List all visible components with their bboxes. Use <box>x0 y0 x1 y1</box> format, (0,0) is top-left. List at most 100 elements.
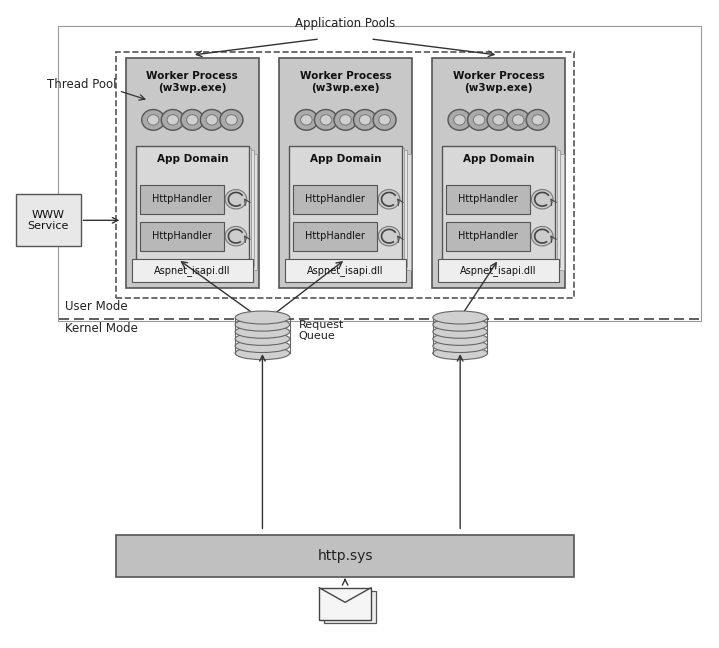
Ellipse shape <box>433 347 487 360</box>
Circle shape <box>167 115 178 125</box>
Text: HttpHandler: HttpHandler <box>305 231 365 241</box>
Circle shape <box>526 110 549 130</box>
Circle shape <box>354 110 377 130</box>
Circle shape <box>473 115 485 125</box>
Circle shape <box>225 227 247 246</box>
Bar <box>279 58 412 288</box>
Circle shape <box>532 115 544 125</box>
Text: Worker Process
(w3wp.exe): Worker Process (w3wp.exe) <box>300 71 391 93</box>
Circle shape <box>360 115 371 125</box>
Text: Aspnet_isapi.dll: Aspnet_isapi.dll <box>460 265 537 276</box>
Text: App Domain: App Domain <box>157 154 228 163</box>
Circle shape <box>225 189 247 209</box>
Text: HttpHandler: HttpHandler <box>458 231 518 241</box>
Ellipse shape <box>235 318 290 331</box>
Text: Kernel Mode: Kernel Mode <box>65 322 137 335</box>
Bar <box>116 52 574 298</box>
Ellipse shape <box>433 311 487 324</box>
Bar <box>451 154 564 270</box>
Text: http.sys: http.sys <box>317 549 373 562</box>
Bar <box>298 154 411 270</box>
Circle shape <box>147 115 159 125</box>
Text: HttpHandler: HttpHandler <box>458 194 518 204</box>
Circle shape <box>295 110 318 130</box>
Text: WWW
Service: WWW Service <box>27 209 69 231</box>
Bar <box>285 259 406 282</box>
Bar <box>446 222 530 251</box>
Circle shape <box>378 189 400 209</box>
Bar <box>293 222 377 251</box>
Bar <box>126 58 259 288</box>
Bar <box>140 222 224 251</box>
Bar <box>324 591 376 623</box>
Bar <box>289 146 402 262</box>
Text: Aspnet_isapi.dll: Aspnet_isapi.dll <box>307 265 384 276</box>
Text: Application Pools: Application Pools <box>295 17 395 30</box>
Circle shape <box>448 110 471 130</box>
Circle shape <box>379 115 390 125</box>
Text: Worker Process
(w3wp.exe): Worker Process (w3wp.exe) <box>453 71 544 93</box>
Text: User Mode: User Mode <box>65 300 127 313</box>
Circle shape <box>378 227 400 246</box>
Ellipse shape <box>235 311 290 324</box>
Circle shape <box>314 110 337 130</box>
Bar <box>442 146 555 262</box>
Bar <box>140 185 224 214</box>
Text: HttpHandler: HttpHandler <box>305 194 365 204</box>
Ellipse shape <box>433 332 487 345</box>
Bar <box>444 148 557 264</box>
Bar <box>293 185 377 214</box>
Bar <box>447 150 560 267</box>
Bar <box>136 146 249 262</box>
Circle shape <box>301 115 312 125</box>
Circle shape <box>334 110 357 130</box>
Text: App Domain: App Domain <box>463 154 534 163</box>
Ellipse shape <box>433 325 487 338</box>
Circle shape <box>487 110 510 130</box>
Ellipse shape <box>235 347 290 360</box>
Text: HttpHandler: HttpHandler <box>152 231 212 241</box>
Circle shape <box>181 110 204 130</box>
Bar <box>446 185 530 214</box>
Bar <box>432 58 565 288</box>
Circle shape <box>186 115 198 125</box>
Circle shape <box>373 110 396 130</box>
Circle shape <box>531 189 553 209</box>
Text: Thread Pool: Thread Pool <box>47 78 116 91</box>
Bar <box>145 154 257 270</box>
Circle shape <box>161 110 184 130</box>
Ellipse shape <box>235 332 290 345</box>
Bar <box>291 148 404 264</box>
Bar <box>58 26 701 321</box>
Text: Aspnet_isapi.dll: Aspnet_isapi.dll <box>154 265 231 276</box>
Text: App Domain: App Domain <box>310 154 381 163</box>
Circle shape <box>493 115 505 125</box>
Circle shape <box>206 115 218 125</box>
Bar <box>438 259 559 282</box>
Circle shape <box>454 115 465 125</box>
Circle shape <box>201 110 224 130</box>
Bar <box>138 148 251 264</box>
Circle shape <box>507 110 530 130</box>
Circle shape <box>339 115 352 125</box>
Ellipse shape <box>433 318 487 331</box>
Bar <box>141 150 254 267</box>
Ellipse shape <box>235 325 290 338</box>
Text: HttpHandler: HttpHandler <box>152 194 212 204</box>
Circle shape <box>226 115 237 125</box>
Circle shape <box>467 110 490 130</box>
Text: Request
Queue: Request Queue <box>298 319 344 341</box>
Circle shape <box>531 227 553 246</box>
Bar <box>132 259 253 282</box>
Circle shape <box>142 110 165 130</box>
Ellipse shape <box>433 340 487 353</box>
Circle shape <box>220 110 243 130</box>
Bar <box>16 194 81 246</box>
Circle shape <box>513 115 524 125</box>
Ellipse shape <box>235 340 290 353</box>
Circle shape <box>320 115 331 125</box>
Bar <box>116 535 574 577</box>
Text: Worker Process
(w3wp.exe): Worker Process (w3wp.exe) <box>147 71 238 93</box>
Bar <box>294 150 407 267</box>
Bar <box>319 588 371 620</box>
